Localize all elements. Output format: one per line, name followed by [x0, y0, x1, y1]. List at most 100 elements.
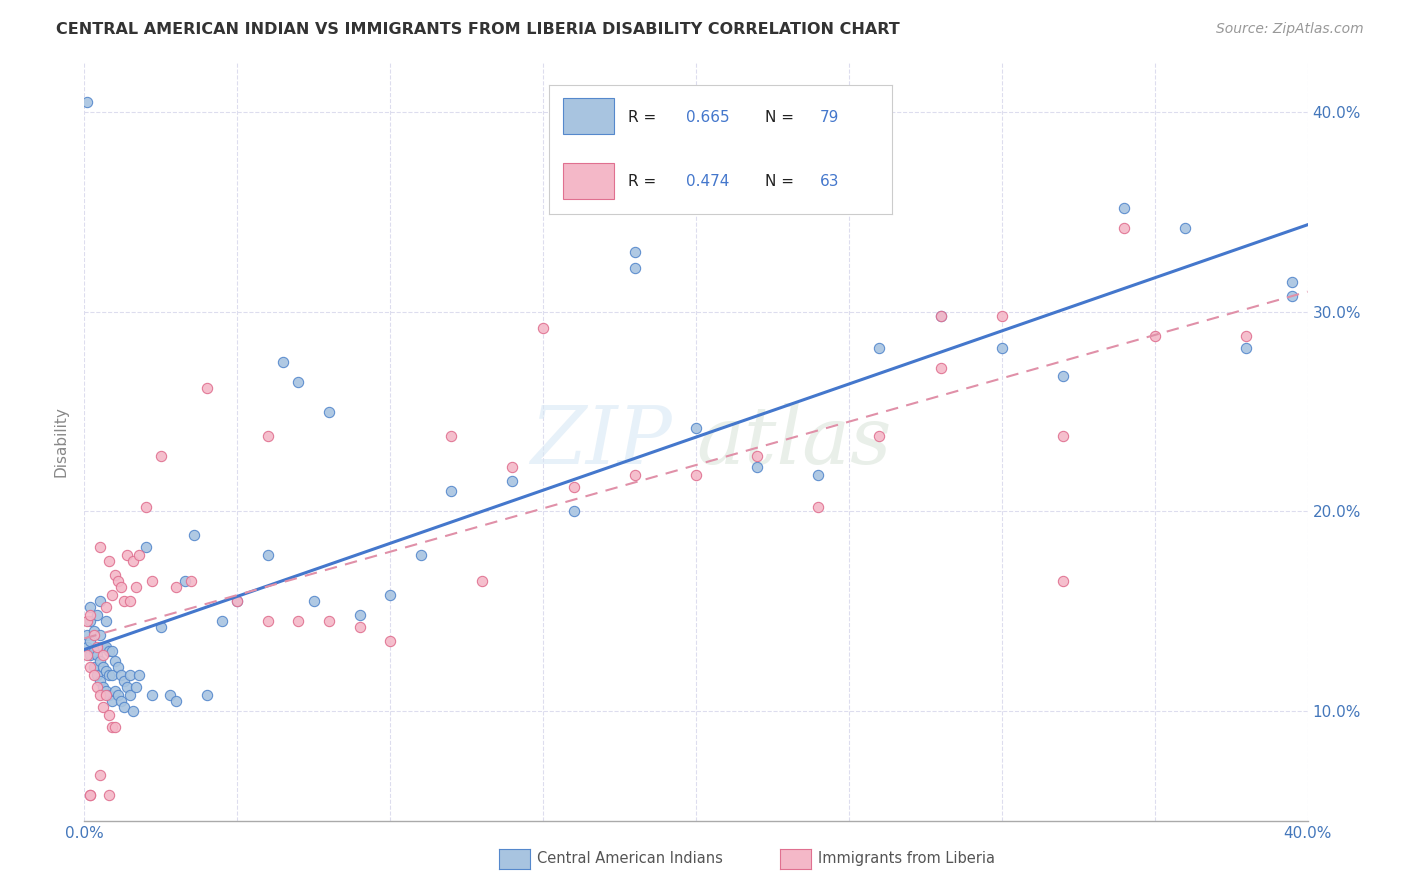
Point: [79, 660, 101, 674]
Point: [107, 660, 129, 674]
Point: [502, 475, 524, 489]
Point: [101, 720, 124, 734]
Point: [89, 673, 111, 688]
Point: [101, 644, 124, 658]
Point: [135, 541, 157, 555]
Point: [302, 594, 325, 608]
Point: [1174, 221, 1197, 235]
Point: [318, 614, 340, 628]
Point: [97, 688, 120, 702]
Point: [1052, 428, 1074, 442]
Point: [991, 309, 1014, 323]
Point: [83, 660, 105, 674]
Point: [257, 548, 280, 563]
Text: Immigrants from Liberia: Immigrants from Liberia: [818, 852, 995, 866]
Point: [120, 688, 142, 702]
Point: [89, 688, 111, 702]
Point: [807, 500, 830, 515]
Point: [91, 699, 114, 714]
Point: [101, 694, 124, 708]
Point: [380, 588, 402, 602]
Point: [110, 694, 132, 708]
Point: [747, 460, 769, 475]
Point: [869, 341, 891, 355]
Point: [141, 574, 163, 589]
Point: [79, 648, 101, 662]
Point: [624, 468, 647, 483]
Point: [122, 704, 145, 718]
Y-axis label: Disability: Disability: [53, 406, 69, 477]
Point: [807, 468, 830, 483]
Point: [183, 528, 205, 542]
Point: [107, 574, 129, 589]
Point: [1114, 201, 1136, 215]
Point: [624, 244, 647, 259]
Point: [1281, 275, 1303, 289]
Point: [76, 628, 98, 642]
Point: [991, 341, 1014, 355]
Point: [112, 699, 135, 714]
Point: [83, 644, 105, 658]
Point: [211, 614, 233, 628]
Point: [91, 660, 114, 674]
Point: [110, 668, 132, 682]
Point: [94, 614, 117, 628]
Point: [89, 628, 111, 642]
Point: [125, 580, 148, 594]
Point: [110, 580, 132, 594]
Point: [349, 620, 371, 634]
Point: [929, 360, 952, 375]
Text: Central American Indians: Central American Indians: [537, 852, 723, 866]
Point: [79, 614, 101, 628]
Point: [120, 668, 142, 682]
Point: [112, 673, 135, 688]
Point: [76, 614, 98, 628]
Point: [91, 640, 114, 654]
Point: [86, 608, 108, 623]
Point: [86, 640, 108, 654]
Point: [79, 788, 101, 802]
Point: [104, 654, 127, 668]
Point: [91, 648, 114, 662]
Point: [1052, 368, 1074, 383]
Point: [104, 568, 127, 582]
Point: [685, 420, 707, 434]
Text: CENTRAL AMERICAN INDIAN VS IMMIGRANTS FROM LIBERIA DISABILITY CORRELATION CHART: CENTRAL AMERICAN INDIAN VS IMMIGRANTS FR…: [56, 22, 900, 37]
Point: [128, 668, 150, 682]
Point: [180, 574, 202, 589]
Point: [141, 688, 163, 702]
Point: [79, 608, 101, 623]
Point: [1236, 328, 1258, 343]
Point: [929, 309, 952, 323]
Point: [165, 580, 187, 594]
Point: [97, 554, 120, 568]
Point: [104, 684, 127, 698]
Text: atlas: atlas: [696, 403, 891, 480]
Point: [101, 588, 124, 602]
Point: [94, 640, 117, 654]
Point: [1052, 574, 1074, 589]
Point: [104, 720, 127, 734]
Point: [89, 768, 111, 782]
Point: [562, 480, 585, 494]
Point: [409, 548, 432, 563]
Point: [115, 548, 138, 563]
Point: [929, 309, 952, 323]
Point: [86, 680, 108, 694]
Point: [97, 788, 120, 802]
Point: [76, 640, 98, 654]
Point: [747, 449, 769, 463]
Text: Source: ZipAtlas.com: Source: ZipAtlas.com: [1216, 22, 1364, 37]
Point: [287, 375, 309, 389]
Point: [83, 668, 105, 682]
Point: [97, 644, 120, 658]
Point: [76, 95, 98, 110]
Point: [195, 381, 218, 395]
Point: [128, 548, 150, 563]
Point: [174, 574, 197, 589]
Point: [149, 620, 172, 634]
Point: [562, 504, 585, 518]
Point: [76, 648, 98, 662]
Point: [94, 688, 117, 702]
Point: [79, 634, 101, 648]
